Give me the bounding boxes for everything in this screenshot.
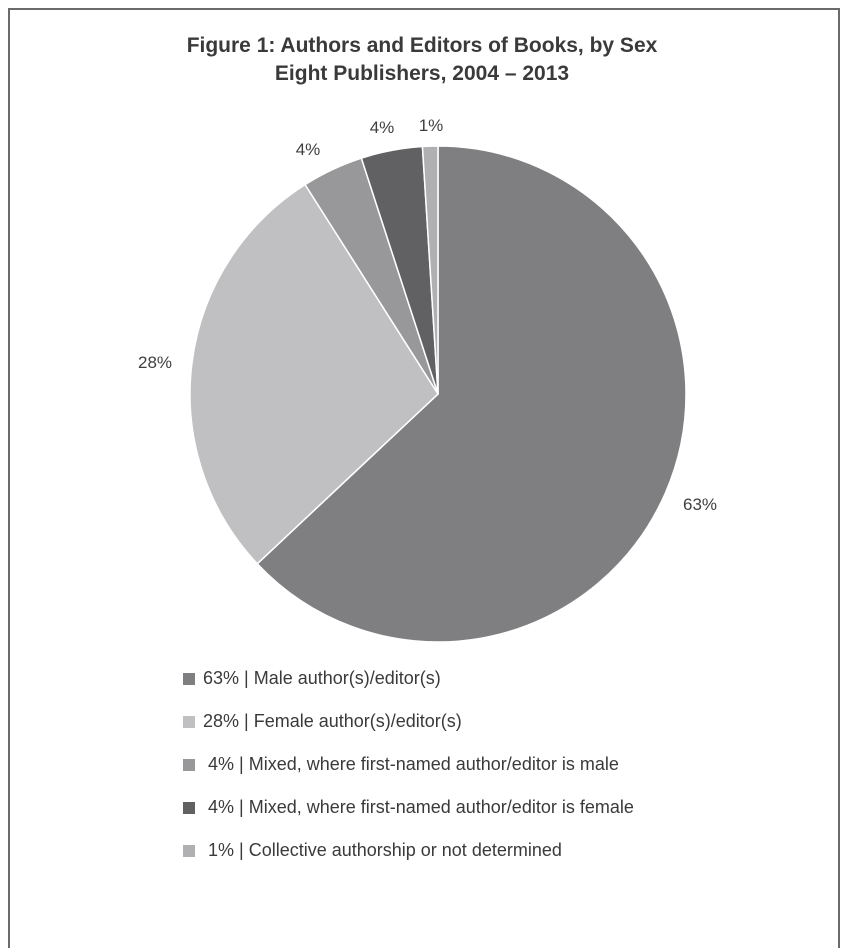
pie-slice: [189, 183, 439, 565]
legend-label: 28% | Female author(s)/editor(s): [203, 711, 462, 731]
pie-chart: 63% 28% 4% 4% 1%: [138, 116, 717, 643]
pie-slices: [189, 145, 687, 643]
legend-label: 63% | Male author(s)/editor(s): [203, 668, 441, 688]
slice-data-label: 4%: [370, 118, 395, 137]
pie-slice: [421, 145, 439, 395]
legend-swatch: [183, 802, 195, 814]
chart-subtitle: Eight Publishers, 2004 – 2013: [274, 62, 570, 85]
slice-data-label: 1%: [419, 116, 444, 135]
slice-data-label: 4%: [296, 140, 321, 159]
pie-data-labels: 63% 28% 4% 4% 1%: [138, 116, 717, 514]
legend-swatch: [183, 716, 195, 728]
legend-swatch: [183, 673, 195, 685]
legend-label: 1% | Collective authorship or not determ…: [203, 840, 562, 860]
legend-swatch: [183, 845, 195, 857]
legend-label: 4% | Mixed, where first-named author/edi…: [203, 797, 634, 817]
legend-label: 4% | Mixed, where first-named author/edi…: [203, 754, 619, 774]
slice-data-label: 63%: [683, 495, 717, 514]
slice-data-label: 28%: [138, 353, 172, 372]
pie-slice: [256, 145, 687, 643]
chart-title: Figure 1: Authors and Editors of Books, …: [186, 34, 658, 57]
legend-swatch: [183, 759, 195, 771]
